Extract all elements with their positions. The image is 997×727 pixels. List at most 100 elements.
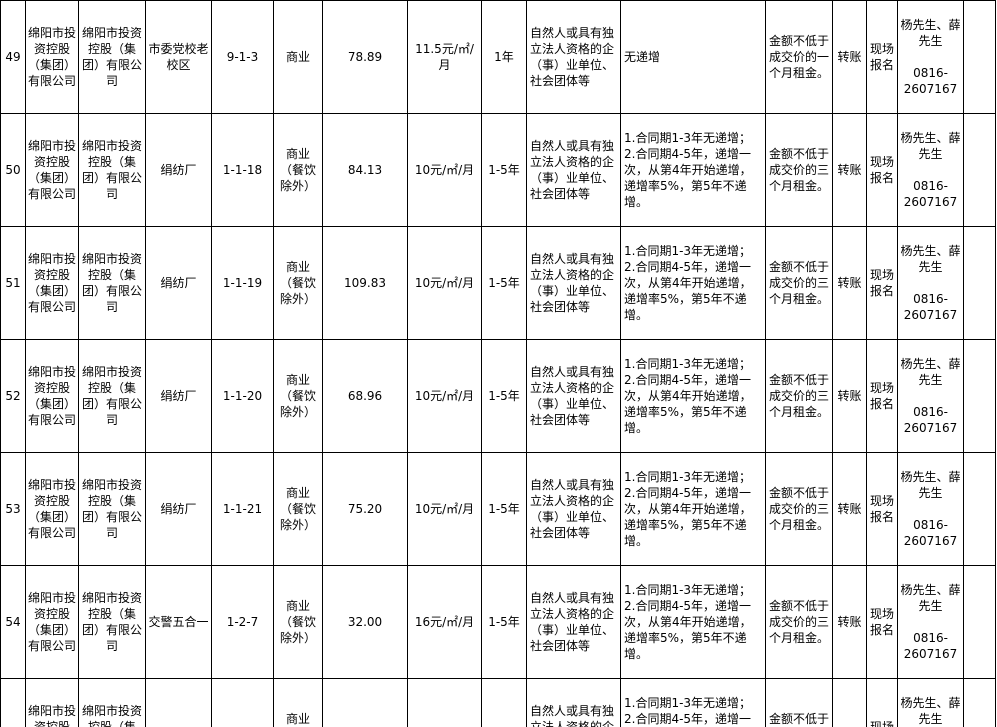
cell-unit-number: 9-1-3 — [211, 0, 274, 114]
cell-property-location: 绢纺厂 — [145, 452, 212, 566]
cell-deposit-terms: 金额不低于成交价的一个月租金。 — [765, 0, 833, 114]
cell-eligible-bidders: 自然人或具有独立法人资格的企（事）业单位、社会团体等 — [526, 565, 621, 679]
cell-property-location: 绢纺厂 — [145, 113, 212, 227]
cell-rent-price: 16元/㎡/月 — [407, 565, 482, 679]
cell-unit-number: 1-2-8 — [211, 678, 274, 727]
cell-agent-company: 绵阳市投资控股（集团）有限公司 — [78, 339, 146, 453]
cell-rent-price: 10元/㎡/月 — [407, 113, 482, 227]
cell-contact: 杨先生、薛先生 0816-2607167 — [897, 0, 964, 114]
cell-usage-type: 商业（餐饮除外） — [273, 226, 323, 340]
contact-name: 杨先生、薛先生 — [900, 18, 961, 48]
cell-rent-price: 10元/㎡/月 — [407, 452, 482, 566]
table-row: 55 绵阳市投资控股（集团）有限公司 绵阳市投资控股（集团）有限公司 交警五合一… — [0, 678, 996, 727]
cell-registration-method: 现场报名 — [866, 678, 898, 727]
cell-rent-price: 11.5元/㎡/ 月 — [407, 0, 482, 114]
cell-eligible-bidders: 自然人或具有独立法人资格的企（事）业单位、社会团体等 — [526, 339, 621, 453]
table-row: 54 绵阳市投资控股（集团）有限公司 绵阳市投资控股（集团）有限公司 交警五合一… — [0, 565, 996, 679]
cell-registration-method: 现场报名 — [866, 113, 898, 227]
cell-payment-method: 转账 — [832, 452, 867, 566]
cell-empty — [963, 565, 996, 679]
cell-lessor-company: 绵阳市投资控股（集团）有限公司 — [25, 452, 79, 566]
cell-usage-type: 商业（餐饮除外） — [273, 339, 323, 453]
cell-agent-company: 绵阳市投资控股（集团）有限公司 — [78, 113, 146, 227]
cell-lease-term: 1-5年 — [481, 339, 527, 453]
cell-usage-type: 商业（餐饮除外） — [273, 452, 323, 566]
cell-payment-method: 转账 — [832, 0, 867, 114]
cell-property-location: 绢纺厂 — [145, 339, 212, 453]
cell-agent-company: 绵阳市投资控股（集团）有限公司 — [78, 0, 146, 114]
cell-empty — [963, 113, 996, 227]
cell-lease-term: 1-5年 — [481, 565, 527, 679]
cell-agent-company: 绵阳市投资控股（集团）有限公司 — [78, 565, 146, 679]
contact-name: 杨先生、薛先生 — [900, 244, 961, 274]
cell-usage-type: 商业（餐饮除外） — [273, 113, 323, 227]
cell-row-number: 55 — [0, 678, 26, 727]
cell-row-number: 53 — [0, 452, 26, 566]
cell-lease-term: 1年 — [481, 0, 527, 114]
cell-lease-term: 1-5年 — [481, 452, 527, 566]
cell-lessor-company: 绵阳市投资控股（集团）有限公司 — [25, 339, 79, 453]
cell-registration-method: 现场报名 — [866, 452, 898, 566]
table-row: 49 绵阳市投资控股（集团）有限公司 绵阳市投资控股（集团）有限公司 市委党校老… — [0, 0, 996, 114]
contact-phone: 0816-2607167 — [903, 405, 958, 435]
cell-empty — [963, 452, 996, 566]
cell-eligible-bidders: 自然人或具有独立法人资格的企（事）业单位、社会团体等 — [526, 0, 621, 114]
contact-name: 杨先生、薛先生 — [900, 583, 961, 613]
cell-eligible-bidders: 自然人或具有独立法人资格的企（事）业单位、社会团体等 — [526, 452, 621, 566]
cell-unit-number: 1-2-7 — [211, 565, 274, 679]
contact-phone: 0816-2607167 — [903, 292, 958, 322]
cell-unit-number: 1-1-18 — [211, 113, 274, 227]
cell-row-number: 50 — [0, 113, 26, 227]
cell-rent-increase-terms: 1.合同期1-3年无递增； 2.合同期4-5年，递增一次，从第4年开始递增，递增… — [620, 339, 766, 453]
cell-lease-term: 1-5年 — [481, 113, 527, 227]
cell-property-location: 绢纺厂 — [145, 226, 212, 340]
cell-area: 32.00 — [322, 678, 408, 727]
cell-property-location: 交警五合一 — [145, 565, 212, 679]
contact-phone: 0816-2607167 — [903, 66, 958, 96]
cell-row-number: 51 — [0, 226, 26, 340]
cell-payment-method: 转账 — [832, 339, 867, 453]
cell-contact: 杨先生、薛先生 0816-2607167 — [897, 226, 964, 340]
cell-rent-increase-terms: 1.合同期1-3年无递增； 2.合同期4-5年，递增一次，从第4年开始递增，递增… — [620, 565, 766, 679]
cell-area: 109.83 — [322, 226, 408, 340]
cell-deposit-terms: 金额不低于成交价的三个月租金。 — [765, 678, 833, 727]
contact-phone: 0816-2607167 — [903, 179, 958, 209]
contact-name: 杨先生、薛先生 — [900, 470, 961, 500]
contact-phone: 0816-2607167 — [903, 518, 958, 548]
contact-name: 杨先生、薛先生 — [900, 357, 961, 387]
cell-registration-method: 现场报名 — [866, 0, 898, 114]
cell-rent-increase-terms: 1.合同期1-3年无递增； 2.合同期4-5年，递增一次，从第4年开始递增，递增… — [620, 452, 766, 566]
cell-rent-increase-terms: 1.合同期1-3年无递增； 2.合同期4-5年，递增一次，从第4年开始递增，递增… — [620, 113, 766, 227]
cell-empty — [963, 339, 996, 453]
cell-lease-term: 1-5年 — [481, 678, 527, 727]
cell-lessor-company: 绵阳市投资控股（集团）有限公司 — [25, 0, 79, 114]
cell-empty — [963, 0, 996, 114]
cell-row-number: 54 — [0, 565, 26, 679]
cell-contact: 杨先生、薛先生 0816-2607167 — [897, 452, 964, 566]
cell-lessor-company: 绵阳市投资控股（集团）有限公司 — [25, 113, 79, 227]
cell-usage-type: 商业（餐饮除外） — [273, 678, 323, 727]
cell-unit-number: 1-1-19 — [211, 226, 274, 340]
cell-deposit-terms: 金额不低于成交价的三个月租金。 — [765, 226, 833, 340]
table-row: 53 绵阳市投资控股（集团）有限公司 绵阳市投资控股（集团）有限公司 绢纺厂 1… — [0, 452, 996, 566]
cell-lessor-company: 绵阳市投资控股（集团）有限公司 — [25, 678, 79, 727]
cell-registration-method: 现场报名 — [866, 226, 898, 340]
cell-area: 68.96 — [322, 339, 408, 453]
table-row: 50 绵阳市投资控股（集团）有限公司 绵阳市投资控股（集团）有限公司 绢纺厂 1… — [0, 113, 996, 227]
cell-property-location: 市委党校老校区 — [145, 0, 212, 114]
cell-payment-method: 转账 — [832, 565, 867, 679]
cell-registration-method: 现场报名 — [866, 339, 898, 453]
contact-name: 杨先生、薛先生 — [900, 131, 961, 161]
cell-contact: 杨先生、薛先生 0816-2607167 — [897, 113, 964, 227]
cell-lessor-company: 绵阳市投资控股（集团）有限公司 — [25, 226, 79, 340]
cell-area: 75.20 — [322, 452, 408, 566]
cell-row-number: 52 — [0, 339, 26, 453]
cell-rent-price: 10元/㎡/月 — [407, 226, 482, 340]
cell-area: 78.89 — [322, 0, 408, 114]
cell-property-location: 交警五合一 — [145, 678, 212, 727]
cell-unit-number: 1-1-20 — [211, 339, 274, 453]
cell-rent-price: 16元/㎡/月 — [407, 678, 482, 727]
cell-deposit-terms: 金额不低于成交价的三个月租金。 — [765, 113, 833, 227]
cell-row-number: 49 — [0, 0, 26, 114]
